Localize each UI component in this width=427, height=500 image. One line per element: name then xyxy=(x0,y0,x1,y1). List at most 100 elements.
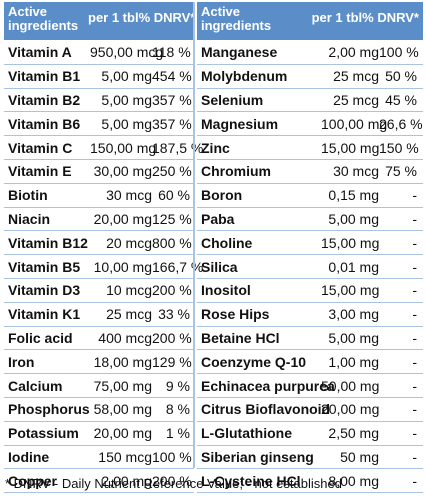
ingredient-dnrv: 187,5 % xyxy=(152,139,204,156)
table-row: Phosphorus 58,00 mg 8 % xyxy=(4,398,194,422)
ingredient-amount: 0,01 mg xyxy=(328,258,379,275)
right-table-rows: Manganese 2,00 mg 100 % Molybdenum 25 mcg 50 … xyxy=(197,41,423,494)
ingredient-amount: 5,00 mg xyxy=(328,329,379,346)
table-row: Biotin 30 mcg 60 % xyxy=(4,184,194,208)
table-row: Boron 0,15 mg - xyxy=(197,184,423,208)
ingredient-name: Vitamin D3 xyxy=(8,282,81,299)
ingredient-amount: 50 mg xyxy=(340,448,379,465)
ingredient-dnrv: 45 % xyxy=(385,91,417,108)
header-per-tbl: per 1 tbl xyxy=(88,10,139,25)
ingredient-name: Inositol xyxy=(201,282,251,299)
ingredient-name: Folic acid xyxy=(8,329,73,346)
table-row: Magnesium 100,00 mg 26,6 % xyxy=(197,112,423,137)
ingredient-amount: 5,00 mg xyxy=(101,91,152,108)
ingredient-dnrv: 9 % xyxy=(165,377,190,394)
ingredient-amount: 3,00 mg xyxy=(328,306,379,323)
ingredient-name: Vitamin E xyxy=(8,163,72,180)
left-table-rows: Vitamin A 950,00 mcg 118 % Vitamin B1 5,00 m… xyxy=(4,41,204,494)
ingredient-dnrv: 200 % xyxy=(152,329,192,346)
ingredient-amount: 20,00 mg xyxy=(93,210,152,227)
table-row: Selenium 25 mcg 45 % xyxy=(197,89,423,113)
ingredient-dnrv: 200 % xyxy=(152,282,192,299)
ingredient-name: L-Glutathione xyxy=(201,425,292,442)
ingredient-amount: 150,00 mg xyxy=(90,139,157,156)
ingredient-amount: 15,00 mg xyxy=(321,234,380,251)
ingredient-amount: 58,00 mg xyxy=(93,401,152,418)
ingredient-name: Silica xyxy=(201,258,238,275)
left-table-header: Active ingredients per 1 tbl % DNRV* xyxy=(4,2,195,40)
ingredient-name: Rose Hips xyxy=(201,306,270,323)
ingredient-name: Phosphorus xyxy=(8,401,90,418)
ingredient-amount: 25 mcg xyxy=(333,91,379,108)
ingredient-dnrv: 75 % xyxy=(385,163,417,180)
table-row: Vitamin B2 5,00 mg 357 % xyxy=(4,89,194,113)
ingredient-name: Vitamin A xyxy=(8,44,72,61)
ingredient-dnrv: 33 % xyxy=(158,306,190,323)
ingredient-dnrv: - xyxy=(412,329,417,346)
ingredient-name: Magnesium xyxy=(201,115,279,132)
ingredient-amount: 18,00 mg xyxy=(93,353,152,370)
table-row: Potassium 20,00 mg 1 % xyxy=(4,422,194,446)
ingredient-name: Boron xyxy=(201,187,243,204)
ingredient-amount: 10,00 mg xyxy=(93,258,152,275)
table-row: Siberian ginseng 50 mg - xyxy=(197,446,423,470)
column-divider xyxy=(193,2,195,468)
table-row: Vitamin A 950,00 mcg 118 % xyxy=(4,41,194,65)
table-row: Manganese 2,00 mg 100 % xyxy=(197,41,423,65)
ingredient-name: Zinc xyxy=(201,139,230,156)
ingredient-name: Biotin xyxy=(8,187,48,204)
ingredient-amount: 1,00 mg xyxy=(328,353,379,370)
ingredient-dnrv: 166,7 % xyxy=(152,258,204,275)
ingredient-name: Chromium xyxy=(201,163,271,180)
ingredient-name: Vitamin K1 xyxy=(8,306,81,323)
ingredient-dnrv: 1 % xyxy=(165,425,190,442)
table-row: Vitamin K1 25 mcg 33 % xyxy=(4,303,194,327)
ingredient-amount: 10 mcg xyxy=(106,282,152,299)
ingredient-amount: 100,00 mg xyxy=(321,115,388,132)
table-row: Iodine 150 mcg 100 % xyxy=(4,446,194,470)
table-row: Echinacea purpurea 50,00 mg - xyxy=(197,374,423,398)
ingredient-amount: 2,00 mg xyxy=(101,472,152,489)
table-row: Copper 2,00 mg 200 % xyxy=(4,469,194,494)
ingredient-amount: 25 mcg xyxy=(106,306,152,323)
ingredient-amount: 5,00 mg xyxy=(328,210,379,227)
left-table: Active ingredients per 1 tbl % DNRV* Vit… xyxy=(4,2,203,494)
ingredient-dnrv: - xyxy=(412,377,417,394)
ingredient-dnrv: 150 % xyxy=(379,139,419,156)
ingredient-dnrv: 100 % xyxy=(152,448,192,465)
ingredient-dnrv: - xyxy=(412,234,417,251)
table-row: L-Cysteine HCl 8,00 mg - xyxy=(197,469,423,494)
ingredient-dnrv: 800 % xyxy=(152,234,192,251)
table-row: Paba 5,00 mg - xyxy=(197,208,423,232)
table-row: Vitamin E 30,00 mg 250 % xyxy=(4,160,194,184)
ingredient-dnrv: 8 % xyxy=(165,401,190,418)
ingredient-dnrv: 250 % xyxy=(152,163,192,180)
ingredient-amount: 20 mcg xyxy=(106,234,152,251)
table-row: Calcium 75,00 mg 9 % xyxy=(4,374,194,398)
table-row: Folic acid 400 mcg 200 % xyxy=(4,327,194,351)
ingredient-dnrv: - xyxy=(412,448,417,465)
ingredient-amount: 30 mcg xyxy=(333,163,379,180)
ingredient-dnrv: 200 % xyxy=(152,472,192,489)
ingredient-name: Coenzyme Q-10 xyxy=(201,353,307,370)
footnote: * DNRV - Daily Nutrient Reference Value;… xyxy=(5,476,342,491)
ingredient-amount: 5,00 mg xyxy=(101,115,152,132)
table-row: Vitamin B5 10,00 mg 166,7 % xyxy=(4,255,204,279)
ingredient-name: Paba xyxy=(201,210,235,227)
table-row: Silica 0,01 mg - xyxy=(197,255,423,279)
ingredient-amount: 950,00 mcg xyxy=(90,44,164,61)
table-row: Vitamin B12 20 mcg 800 % xyxy=(4,231,194,256)
ingredient-dnrv: - xyxy=(412,258,417,275)
right-table: Active ingredients per 1 tbl % DNRV* Man… xyxy=(197,2,423,494)
ingredient-dnrv: 60 % xyxy=(158,187,190,204)
ingredient-name: Manganese xyxy=(201,44,278,61)
table-row: L-Glutathione 2,50 mg - xyxy=(197,422,423,446)
ingredient-dnrv: - xyxy=(412,472,417,489)
ingredient-name: Siberian ginseng xyxy=(201,448,314,465)
table-row: Vitamin D3 10 mcg 200 % xyxy=(4,279,194,303)
ingredient-dnrv: 26,6 % xyxy=(379,115,423,132)
ingredient-amount: 50,00 mg xyxy=(321,377,380,394)
ingredient-amount: 0,15 mg xyxy=(328,187,379,204)
ingredient-amount: 15,00 mg xyxy=(321,282,380,299)
